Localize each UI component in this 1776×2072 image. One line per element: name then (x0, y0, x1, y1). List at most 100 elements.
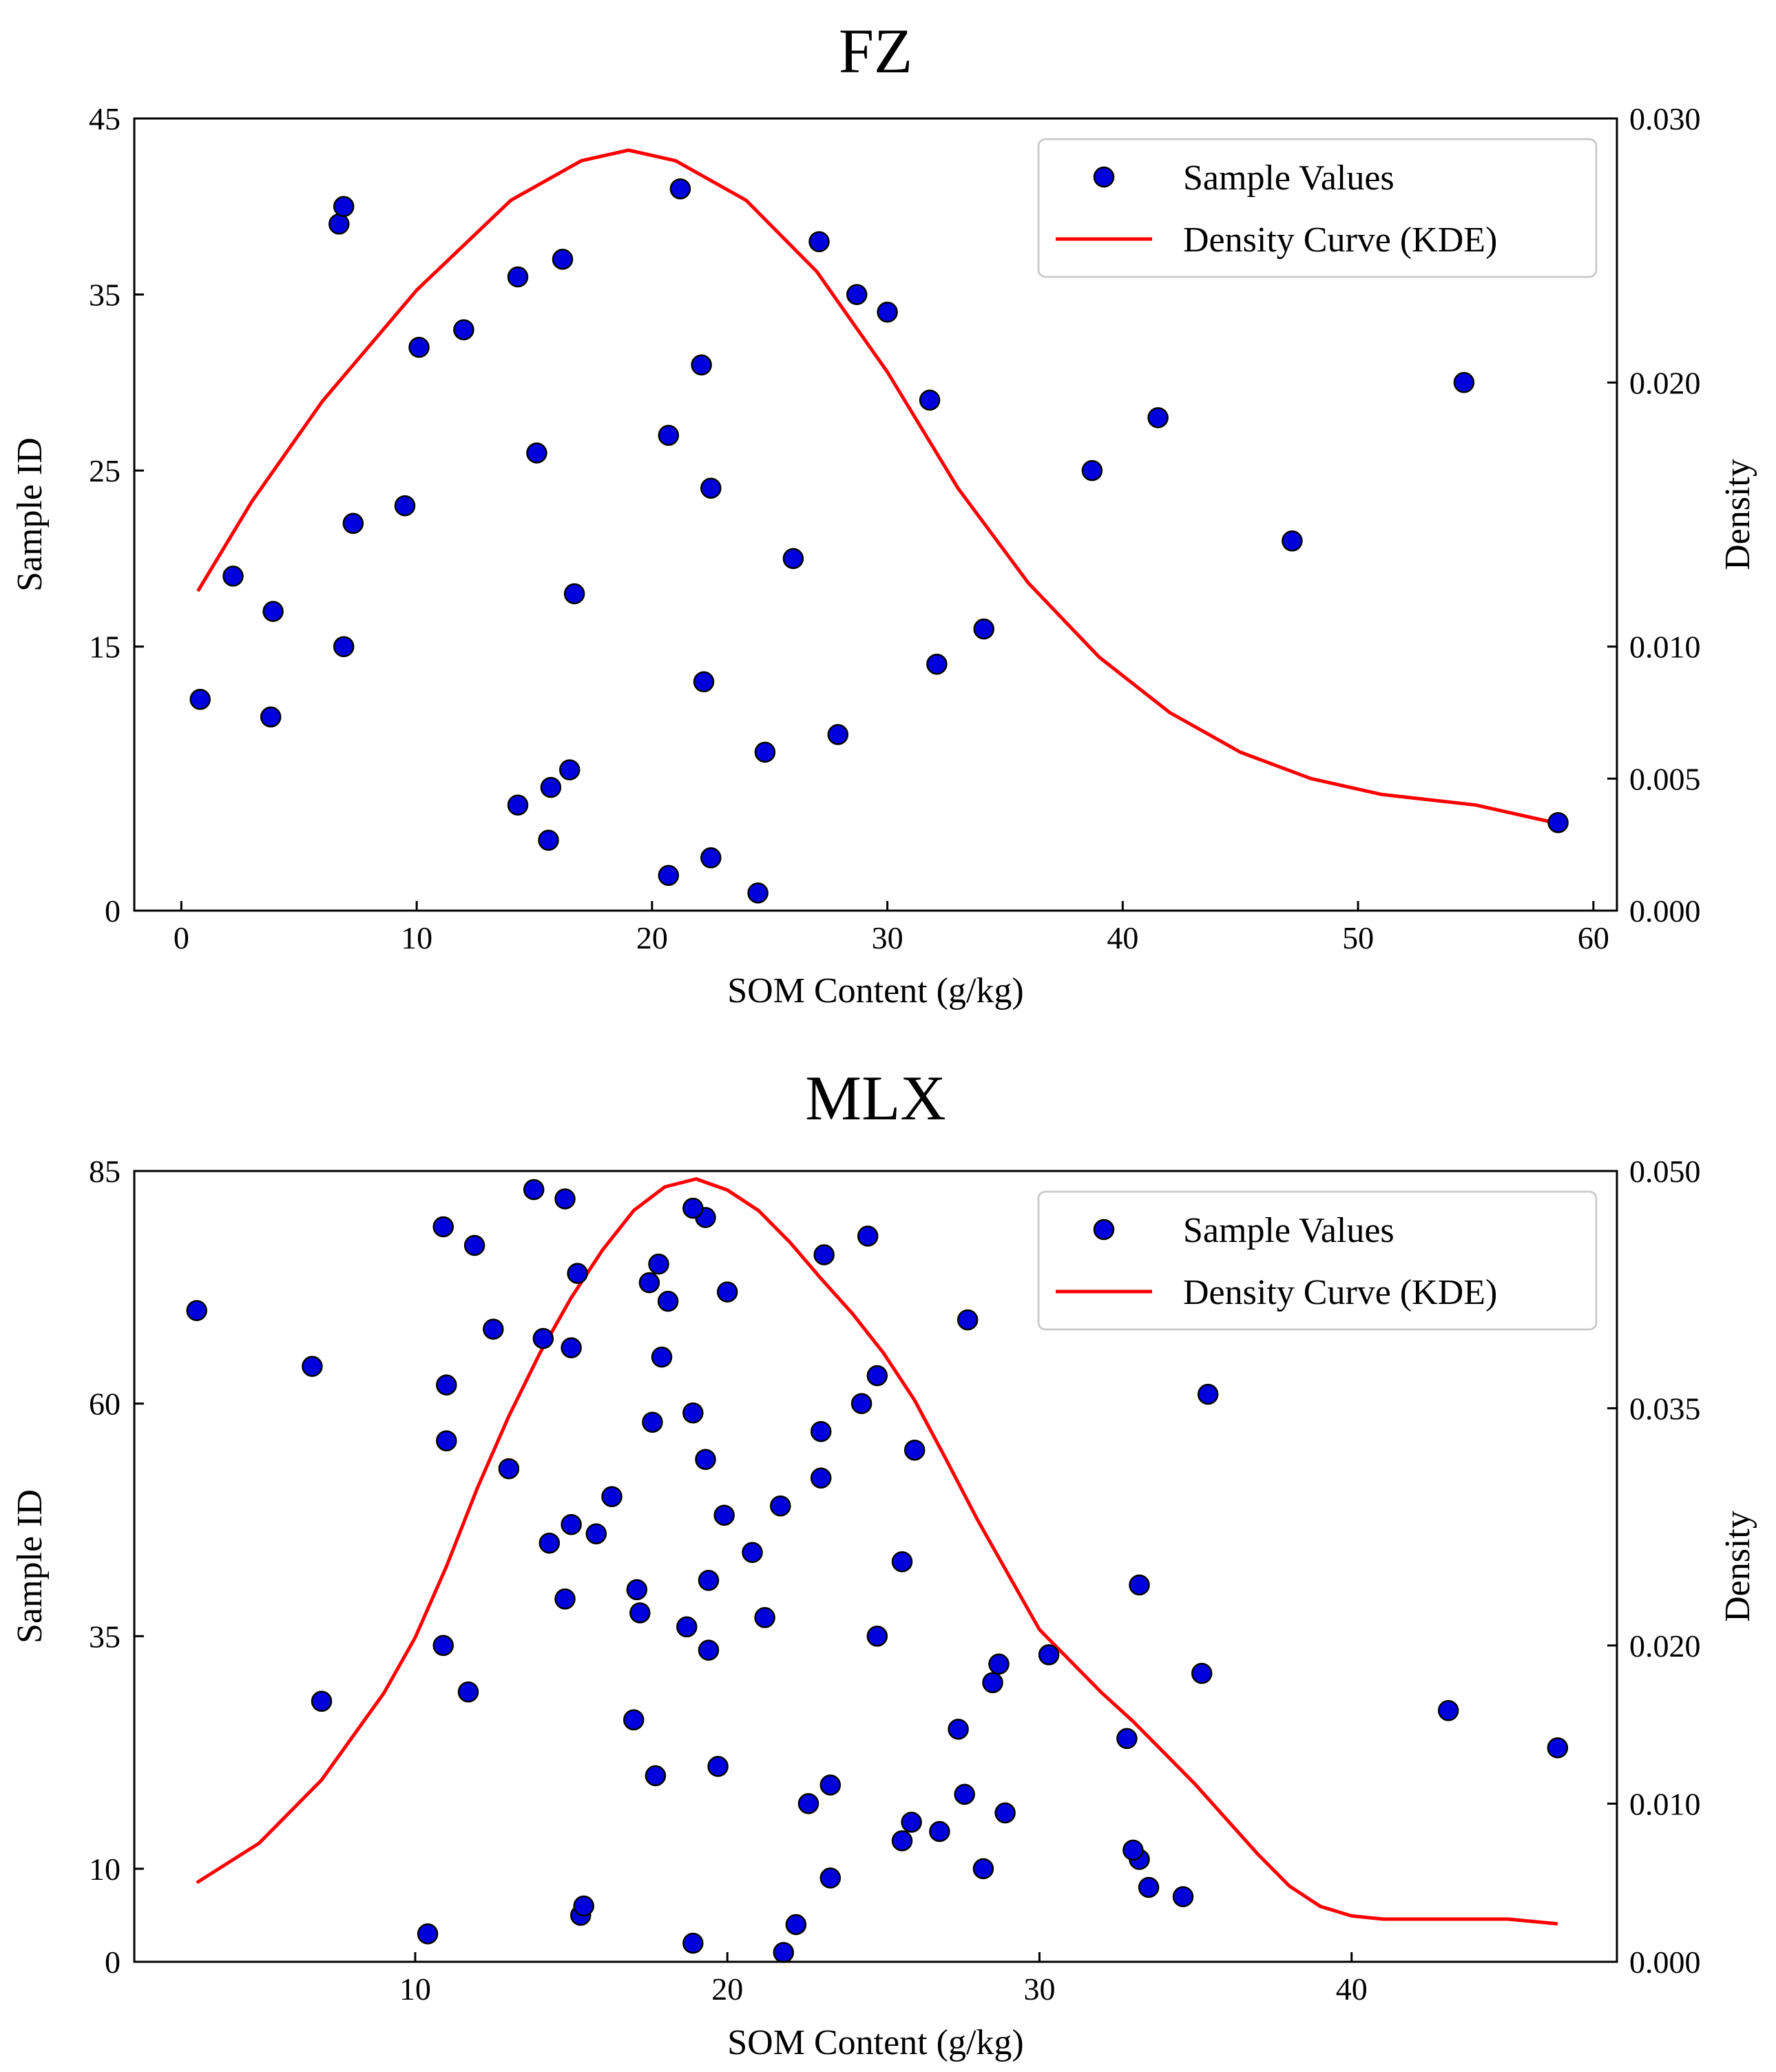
chart-title: FZ (839, 16, 912, 86)
data-point (785, 1914, 807, 1936)
y-tick-label: 0 (105, 1945, 121, 1980)
x-tick-label: 0 (174, 920, 189, 955)
x-tick-label: 10 (401, 920, 432, 955)
data-point (642, 1411, 663, 1433)
data-point (691, 354, 712, 376)
data-point (698, 1639, 720, 1661)
data-point (954, 1783, 975, 1805)
plot-frame (133, 1170, 1618, 1963)
y-tick-label: 0 (105, 893, 121, 929)
data-point (561, 1513, 582, 1535)
density-curve (196, 1177, 1558, 1926)
data-point (532, 1327, 554, 1349)
data-point (408, 336, 430, 358)
y2-axis-label: Density (1718, 1511, 1757, 1622)
data-point (1191, 1663, 1213, 1684)
data-point (342, 512, 364, 535)
data-point (260, 706, 282, 728)
data-point (186, 1300, 207, 1321)
legend-box (1037, 1190, 1598, 1331)
data-point (676, 1616, 698, 1638)
data-point (629, 1602, 651, 1624)
x-tick-label: 30 (872, 920, 903, 955)
data-point (1437, 1700, 1459, 1721)
data-point (810, 1467, 832, 1489)
data-point (827, 724, 849, 745)
data-point (819, 1774, 842, 1796)
data-point (919, 389, 941, 411)
data-point (693, 671, 715, 693)
x-tick-label: 20 (711, 1971, 743, 2007)
x-tick-label: 20 (636, 920, 668, 955)
data-point (658, 864, 680, 887)
data-point (713, 1504, 735, 1526)
y2-tick-label: 0.005 (1629, 761, 1701, 796)
data-point (561, 1337, 582, 1358)
panel-fz: FZ 0 10 20 30 40 50 60 0 15 25 35 45 0.000 0.005 0.010 0… (10, 16, 1757, 1011)
data-point (601, 1486, 623, 1507)
data-point (567, 1263, 588, 1284)
data-point (698, 1570, 720, 1591)
data-point (658, 424, 680, 446)
data-point (526, 442, 547, 464)
data-point (846, 284, 868, 305)
y2-tick-label: 0.030 (1629, 101, 1701, 136)
data-point (700, 477, 722, 499)
data-point (972, 1858, 994, 1880)
data-point (716, 1281, 738, 1303)
data-point (554, 1188, 576, 1210)
data-point (648, 1253, 669, 1275)
y-tick-label: 35 (89, 1619, 121, 1654)
data-point (957, 1309, 979, 1331)
data-point (1038, 1644, 1060, 1666)
panel-mlx: MLX 10 20 30 40 0 10 35 60 85 0.000 0.010 0.020 0.035… (10, 1063, 1757, 2062)
data-point (189, 689, 211, 710)
y2-tick-label: 0.010 (1629, 1786, 1701, 1821)
legend: Sample Values Density Curve (KDE) (1037, 138, 1598, 278)
x-tick-label: 50 (1342, 920, 1374, 955)
data-point (457, 1681, 479, 1703)
data-point (700, 847, 722, 869)
y-tick-label: 35 (89, 278, 121, 313)
data-point (754, 741, 776, 763)
data-point (262, 601, 284, 622)
data-point (394, 495, 416, 517)
data-point (1122, 1839, 1144, 1861)
y-tick-label: 25 (89, 453, 121, 488)
data-point (222, 566, 244, 587)
x-axis-label: SOM Content (g/kg) (727, 971, 1023, 1011)
y2-tick-label: 0.050 (1629, 1154, 1701, 1189)
legend-marker-points (1093, 166, 1115, 188)
data-point (682, 1197, 704, 1219)
y2-tick-label: 0.000 (1629, 893, 1701, 929)
data-point (463, 1234, 485, 1256)
data-point (1547, 1737, 1569, 1759)
data-point (782, 548, 804, 570)
y-tick-label: 15 (89, 630, 121, 665)
data-point (573, 1895, 594, 1917)
data-point (483, 1318, 504, 1340)
data-point (558, 759, 581, 780)
data-point (563, 583, 585, 605)
data-point (417, 1923, 439, 1945)
data-point (1172, 1886, 1194, 1907)
data-point (626, 1579, 648, 1601)
y2-tick-label: 0.020 (1629, 365, 1701, 400)
x-tick-label: 60 (1578, 920, 1609, 955)
data-point (929, 1821, 950, 1843)
data-point (623, 1709, 645, 1731)
data-point (523, 1179, 545, 1201)
data-point (1282, 530, 1303, 552)
x-tick-label: 10 (399, 1971, 431, 2007)
data-point (891, 1830, 913, 1852)
data-point (302, 1356, 323, 1377)
data-point (585, 1523, 607, 1544)
data-point (540, 776, 562, 798)
data-point (773, 1942, 795, 1963)
data-point (432, 1216, 454, 1238)
data-point (436, 1430, 457, 1451)
data-point (651, 1346, 673, 1368)
y2-tick-label: 0.010 (1629, 630, 1701, 665)
data-point (747, 882, 769, 904)
data-point (982, 1672, 1003, 1694)
